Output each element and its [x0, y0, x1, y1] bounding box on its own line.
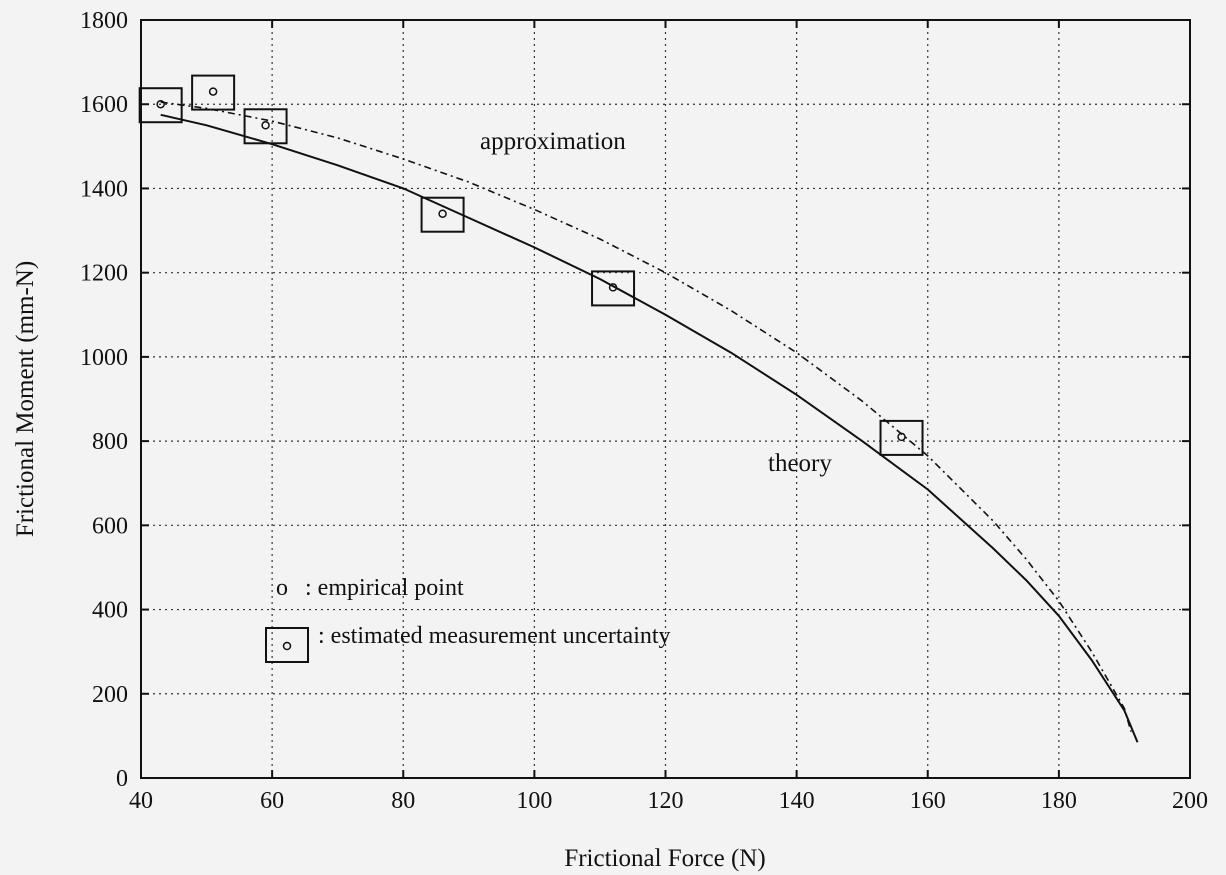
y-tick-label: 1000: [80, 345, 128, 371]
annotation-theory: theory: [768, 450, 832, 477]
empirical-point: [243, 108, 288, 145]
x-tick-label: 120: [648, 788, 684, 814]
legend-uncertainty-box-symbol: [265, 627, 309, 663]
x-tick-label: 60: [260, 788, 284, 814]
x-tick-label: 200: [1172, 788, 1208, 814]
y-tick-label: 1800: [80, 8, 128, 34]
x-tick-label: 180: [1041, 788, 1077, 814]
theory-curve: [160, 113, 1139, 743]
empirical-point: [138, 87, 183, 124]
uncertainty-box: [879, 419, 924, 456]
empirical-point-marker: [261, 121, 270, 130]
x-tick-label: 160: [910, 788, 946, 814]
empirical-point-marker: [208, 87, 218, 96]
y-tick-label: 1400: [80, 176, 128, 202]
empirical-point: [420, 196, 465, 233]
y-axis-ticks: 0 200 400 600 800 1000 1200 1400 1600 1800: [80, 8, 1190, 792]
y-tick-label: 600: [92, 513, 128, 539]
y-tick-label: 800: [92, 429, 128, 455]
x-tick-label: 40: [129, 788, 153, 814]
grid-lines: [141, 20, 1190, 778]
x-tick-label: 80: [391, 788, 415, 814]
empirical-point: [591, 270, 636, 307]
annotation-approximation: approximation: [480, 128, 626, 155]
y-tick-label: 1600: [80, 92, 128, 118]
empirical-point-marker: [897, 432, 906, 442]
empirical-point: [191, 74, 236, 111]
legend-uncertainty-label: : estimated measurement uncertainty: [318, 623, 671, 649]
y-axis-title: Frictional Moment (mm-N): [12, 261, 39, 537]
empirical-point-marker: [608, 283, 618, 292]
uncertainty-box: [191, 74, 236, 111]
y-tick-label: 400: [92, 598, 128, 624]
empirical-point-marker: [438, 209, 447, 218]
uncertainty-box: [591, 270, 636, 307]
empirical-points: [138, 74, 924, 456]
x-axis-title: Frictional Force (N): [564, 845, 765, 872]
empirical-point-marker: [156, 99, 165, 109]
x-axis-ticks: 40 60 80 100 120 140 160 180 200: [129, 20, 1208, 814]
y-tick-label: 200: [92, 682, 128, 708]
legend: o : empirical point : estimated measurem…: [265, 575, 671, 663]
legend-uncertainty-circle-symbol: [282, 641, 292, 651]
x-tick-label: 140: [779, 788, 815, 814]
y-tick-label: 0: [116, 766, 128, 792]
x-tick-label: 100: [516, 788, 552, 814]
uncertainty-box: [138, 87, 183, 124]
uncertainty-box: [243, 108, 288, 145]
legend-empirical-point-label: : empirical point: [305, 575, 464, 601]
y-tick-label: 1200: [80, 261, 128, 287]
empirical-point: [879, 419, 924, 456]
legend-circle-symbol: o: [276, 575, 288, 601]
curves: [160, 101, 1139, 743]
uncertainty-box: [420, 196, 465, 233]
